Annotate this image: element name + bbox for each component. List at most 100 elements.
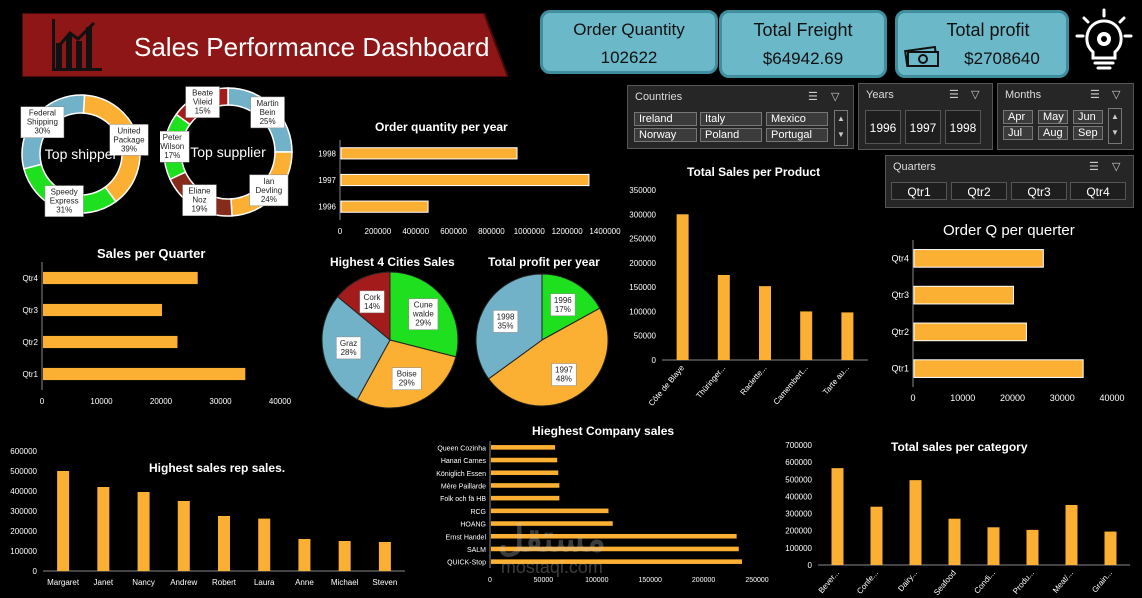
clear-filter-icon[interactable]: ▽ — [1112, 161, 1121, 173]
category-label: Grain... — [1090, 569, 1114, 595]
bar-chart-icon — [52, 19, 104, 71]
slicer-item-mexico[interactable]: Mexico — [766, 112, 828, 126]
data-label-box — [182, 184, 217, 216]
data-label-box — [20, 106, 65, 138]
clear-filter-icon[interactable]: ▽ — [831, 91, 840, 103]
data-label-box — [185, 86, 220, 118]
slice-data-label: Eliane Noz 19% — [182, 184, 217, 216]
data-label-text: 1997 48% — [555, 366, 573, 384]
x-tick-label: 200000 — [365, 227, 392, 236]
slicer-item-portugal[interactable]: Portugal — [766, 128, 828, 142]
slice-data-label: United Package 39% — [109, 124, 149, 156]
data-label-text: Martin Bein 25% — [256, 99, 278, 126]
slicer-item-sep[interactable]: Sep — [1073, 126, 1103, 140]
data-label-text: Ian Devling 24% — [255, 177, 282, 204]
dashboard-banner: Sales Performance Dashboard — [22, 13, 508, 77]
bar — [1026, 529, 1039, 565]
slicer-item-jul[interactable]: Jul — [1003, 126, 1033, 140]
slicer-item-qtr4[interactable]: Qtr4 — [1070, 182, 1126, 200]
bar — [987, 527, 1000, 565]
total-profit-per-year-chart: 1996 17% 1997 48% 1998 35% — [475, 273, 609, 407]
slice-data-label: Cune walde 29% — [408, 298, 439, 330]
slicer-item-qtr2[interactable]: Qtr2 — [951, 182, 1007, 200]
x-tick-label: 0 — [488, 577, 492, 584]
x-tick-label: 600000 — [440, 227, 467, 236]
bar — [676, 214, 689, 360]
slicer-item-poland[interactable]: Poland — [700, 128, 762, 142]
chart-title-total-sales-per-product: Total Sales per Product — [687, 165, 821, 179]
bar — [491, 533, 737, 539]
lightbulb-gear-icon[interactable] — [1074, 8, 1134, 72]
slice-data-label: Peter Wilson 17% — [160, 130, 190, 163]
clear-filter-icon[interactable]: ▽ — [971, 89, 980, 101]
clear-filter-icon[interactable]: ▽ — [1112, 89, 1121, 101]
y-tick-label: 0 — [33, 567, 38, 576]
category-label: Confe... — [855, 569, 880, 595]
slice-data-label: 1998 35% — [493, 310, 519, 333]
slicer-item-jun[interactable]: Jun — [1073, 110, 1103, 124]
sales-per-quarter-chart: Qtr4 Qtr3 Qtr2 Qtr1 0 10000 20000 30000 40000 — [22, 262, 292, 406]
data-label-text: Graz 28% — [340, 339, 357, 357]
total-sales-per-product-chart: 0 50000 100000 150000 200000 250000 300000 3500… — [629, 186, 868, 408]
years-slicer[interactable]: Years ☰ ▽ 1996 1997 1998 — [858, 83, 993, 150]
multiselect-icon[interactable]: ☰ — [808, 91, 818, 103]
chart-title-sales-rep: Highest sales rep sales. — [149, 461, 286, 475]
bar — [340, 147, 518, 160]
total-profit-card: Total profit $2708640 — [895, 10, 1069, 78]
slicer-item-aug[interactable]: Aug — [1038, 126, 1068, 140]
slicer-title: Quarters — [893, 161, 936, 173]
slicer-title: Months — [1005, 89, 1042, 101]
bar — [177, 501, 190, 571]
data-label-text: Beate Vileid 15% — [192, 89, 213, 116]
slicer-item-italy[interactable]: Italy — [700, 112, 762, 126]
kpi-value: $2708640 — [964, 49, 1040, 68]
chart-title-highest-4-cities: Highest 4 Cities Sales — [330, 255, 455, 269]
slicer-item-1996[interactable]: 1996 — [865, 110, 901, 144]
slicer-item-norway[interactable]: Norway — [634, 128, 697, 142]
x-tick-label: 200000 — [692, 577, 715, 584]
data-label-text: Eliane Noz 19% — [188, 187, 211, 214]
y-tick-label: 300000 — [10, 507, 37, 516]
bar — [800, 311, 813, 360]
multiselect-icon[interactable]: ☰ — [949, 89, 959, 101]
data-label-text: Peter Wilson 17% — [160, 133, 184, 160]
category-label: Nancy — [132, 578, 155, 587]
slicer-item-qtr3[interactable]: Qtr3 — [1011, 182, 1067, 200]
bar — [340, 200, 429, 213]
slicer-item-apr[interactable]: Apr — [1003, 110, 1033, 124]
bar — [841, 312, 854, 360]
bar — [491, 495, 560, 501]
slicer-item-1997[interactable]: 1997 — [905, 110, 941, 144]
kpi-title: Order Quantity — [573, 20, 685, 39]
x-tick-label: 100000 — [585, 577, 608, 584]
quarters-slicer[interactable]: Quarters ☰ ▽ Qtr1 Qtr2 Qtr3 Qtr4 — [885, 155, 1134, 208]
data-label-box — [359, 290, 385, 314]
kpi-value: $64942.69 — [762, 49, 844, 68]
slice-data-label: Cork 14% — [359, 290, 385, 314]
slicer-item-ireland[interactable]: Ireland — [634, 112, 697, 126]
bar — [948, 518, 961, 565]
slicer-item-qtr1[interactable]: Qtr1 — [891, 182, 947, 200]
slice-data-label: 1997 48% — [551, 363, 577, 386]
category-label: Qtr3 — [22, 306, 38, 315]
category-label: Qtr2 — [22, 338, 38, 347]
kpi-value: 102622 — [600, 48, 658, 67]
y-tick-label: 350000 — [629, 186, 656, 195]
slice-data-label: Speedy Express 31% — [44, 185, 84, 217]
category-label: Qtr4 — [891, 253, 909, 263]
x-tick-label: 20000 — [150, 397, 173, 406]
countries-slicer[interactable]: Countries ☰ ▽ Ireland Italy Mexico Norwa… — [627, 85, 854, 149]
data-label-box — [250, 96, 285, 129]
category-label: Königlich Essen — [436, 471, 486, 478]
bar — [491, 470, 559, 476]
y-tick-label: 300000 — [785, 510, 812, 519]
slicer-scrollbar[interactable]: ▲ ▼ — [1108, 108, 1122, 144]
slicer-scrollbar[interactable]: ▲ ▼ — [834, 110, 848, 146]
slicer-item-may[interactable]: May — [1038, 110, 1068, 124]
multiselect-icon[interactable]: ☰ — [1090, 89, 1100, 101]
bar — [338, 541, 351, 571]
slicer-item-1998[interactable]: 1998 — [945, 110, 981, 144]
multiselect-icon[interactable]: ☰ — [1089, 161, 1099, 173]
months-slicer[interactable]: Months ☰ ▽ Apr May Jun Jul Aug Sep ▲ ▼ — [997, 83, 1134, 150]
bar — [491, 483, 560, 488]
